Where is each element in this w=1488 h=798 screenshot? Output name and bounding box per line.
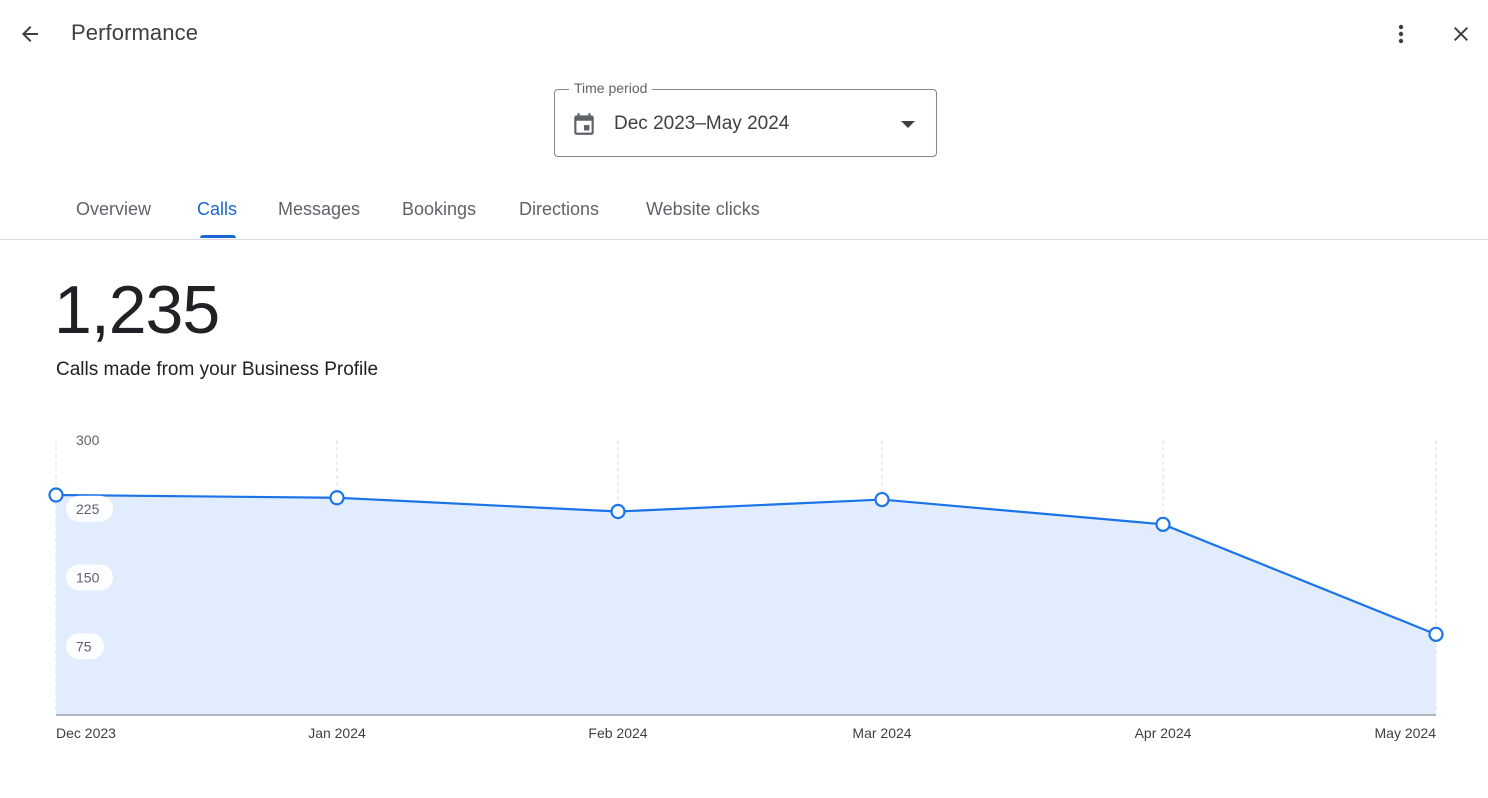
tab-overview[interactable]: Overview	[76, 199, 152, 219]
y-tick-pill	[66, 495, 113, 522]
active-tab-indicator	[200, 235, 236, 238]
calendar-icon	[574, 113, 594, 135]
time-period-label: Time period	[569, 80, 653, 96]
y-tick-label: 225	[76, 501, 100, 517]
tab-website-clicks[interactable]: Website clicks	[646, 199, 760, 219]
x-tick-label: Jan 2024	[308, 725, 366, 741]
dropdown-arrow-icon	[901, 121, 915, 128]
y-tick-pill	[66, 633, 104, 660]
y-tick-label: 150	[76, 570, 100, 586]
x-tick-label: Feb 2024	[588, 725, 647, 741]
arrow-back-icon	[22, 26, 38, 42]
y-tick-label: 300	[76, 432, 100, 448]
header: Performance	[0, 0, 1488, 68]
x-tick-label: May 2024	[1375, 725, 1437, 741]
y-tick-label: 75	[76, 638, 92, 654]
tab-messages[interactable]: Messages	[278, 199, 361, 219]
chart-series-line	[55, 493, 1437, 636]
y-tick-pill	[66, 564, 113, 591]
calls-chart-svg: 75 150 225 300 Dec 2023 Jan 2024 Feb 2024 Mar 2…	[48, 432, 1444, 741]
more-options-button[interactable]	[1381, 14, 1421, 54]
tabs-divider	[0, 239, 1488, 240]
chart-point	[329, 490, 345, 506]
chart-point	[48, 487, 64, 503]
chart-point	[1155, 516, 1171, 532]
tab-bar: Overview Calls Messages Bookings Directi…	[0, 178, 1488, 240]
tab-calls[interactable]: Calls	[197, 199, 238, 219]
x-tick-label: Dec 2023	[56, 725, 116, 741]
chart-point	[874, 491, 890, 508]
close-icon	[1454, 27, 1468, 41]
page-title: Performance	[71, 20, 199, 45]
metric-label: Calls made from your Business Profile	[56, 359, 379, 380]
chart-area	[56, 495, 1436, 715]
metric-value: 1,235	[54, 272, 220, 348]
x-tick-label: Mar 2024	[852, 725, 911, 741]
tab-directions[interactable]: Directions	[519, 199, 600, 219]
close-button[interactable]	[1441, 14, 1481, 54]
tab-bookings[interactable]: Bookings	[402, 199, 477, 219]
more-vert-icon	[1398, 24, 1404, 44]
calls-chart: 75 150 225 300 Dec 2023 Jan 2024 Feb 2024 Mar 2…	[0, 420, 1488, 760]
time-period-select[interactable]: Time period Dec 2023–May 2024	[554, 80, 937, 157]
chart-point	[1428, 626, 1444, 642]
chart-point	[610, 503, 626, 520]
x-tick-label: Apr 2024	[1135, 725, 1192, 741]
back-button[interactable]	[10, 14, 50, 54]
time-period-value: Dec 2023–May 2024	[614, 113, 790, 134]
